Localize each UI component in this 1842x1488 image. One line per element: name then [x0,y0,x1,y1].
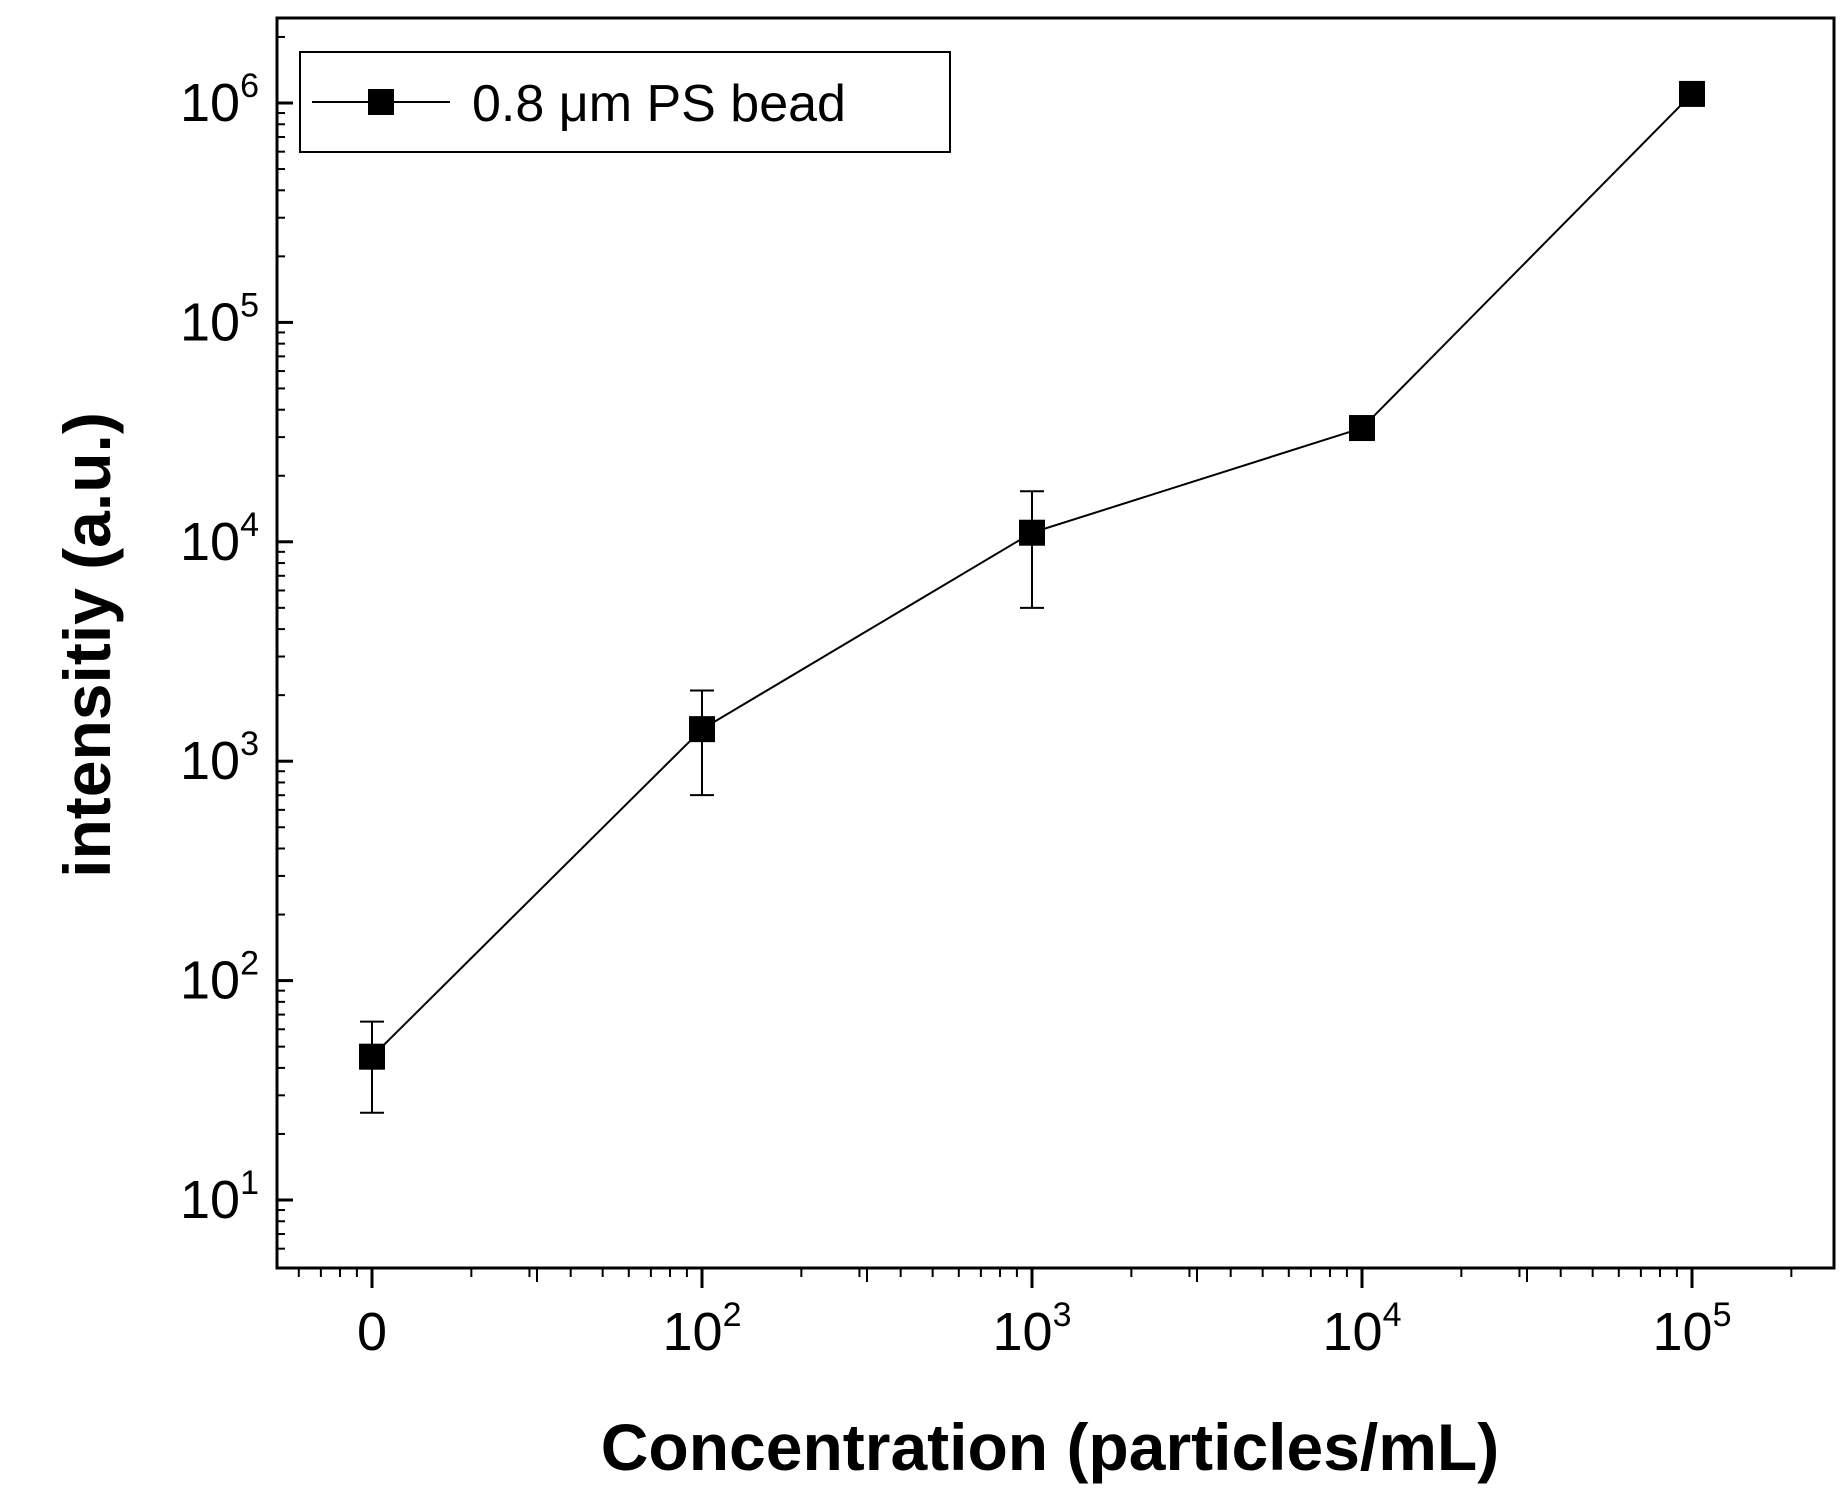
y-tick-label: 105 [180,286,259,352]
x-tick-label-base: 10 [663,1302,723,1362]
y-tick-label: 104 [180,506,259,572]
data-point-marker [359,1043,385,1070]
legend-label: 0.8 μm PS bead [472,75,846,133]
legend: 0.8 μm PS bead [299,51,951,153]
data-point-marker [1349,415,1375,442]
y-tick-label: 106 [180,67,259,133]
legend-marker-sample [368,89,394,115]
y-tick-label-exponent: 6 [240,67,259,105]
x-tick-label: 104 [1323,1296,1402,1362]
x-tick-label-base: 10 [1323,1302,1383,1362]
x-tick-label: 102 [663,1296,742,1362]
x-tick-label: 0 [357,1302,387,1362]
x-tick-label-base: 10 [993,1302,1053,1362]
y-tick-label-exponent: 4 [240,506,259,544]
x-tick-label-exponent: 4 [1383,1296,1402,1334]
x-tick-label: 103 [993,1296,1072,1362]
x-tick-label-exponent: 2 [723,1296,742,1334]
data-point-marker [1679,80,1705,107]
x-tick-label-exponent: 3 [1053,1296,1072,1334]
plot-frame [275,16,1836,1270]
x-tick-label-base: 10 [1653,1302,1713,1362]
x-tick-label-base: 0 [357,1302,387,1362]
series-group [359,80,1705,1114]
x-tick-label: 105 [1653,1296,1732,1362]
y-tick-label-base: 10 [180,1170,240,1230]
y-tick-label-base: 10 [180,731,240,791]
x-axis-title: Concentration (particles/mL) [601,1410,1499,1484]
y-tick-label-exponent: 3 [240,725,259,763]
data-point-marker [1019,519,1045,546]
y-tick-label-base: 10 [180,73,240,133]
y-tick-label-exponent: 5 [240,286,259,324]
y-tick-label-base: 10 [180,951,240,1011]
y-tick-label: 101 [180,1164,259,1230]
y-tick-label: 102 [180,945,259,1011]
y-axis-title: intensitiy (a.u.) [50,412,124,878]
data-point-marker [689,716,715,743]
y-tick-label-base: 10 [180,512,240,572]
x-tick-label-exponent: 5 [1713,1296,1732,1334]
y-tick-label-exponent: 2 [240,945,259,983]
y-tick-label-exponent: 1 [240,1164,259,1202]
y-tick-label: 103 [180,725,259,791]
y-tick-label-base: 10 [180,292,240,352]
